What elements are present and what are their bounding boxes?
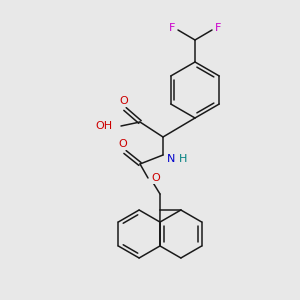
Text: O: O <box>120 96 128 106</box>
Text: F: F <box>215 23 221 33</box>
Text: OH: OH <box>95 121 112 131</box>
Text: O: O <box>118 139 127 149</box>
Text: N: N <box>167 154 175 164</box>
Text: H: H <box>179 154 187 164</box>
Text: O: O <box>152 173 160 183</box>
Text: F: F <box>169 23 175 33</box>
